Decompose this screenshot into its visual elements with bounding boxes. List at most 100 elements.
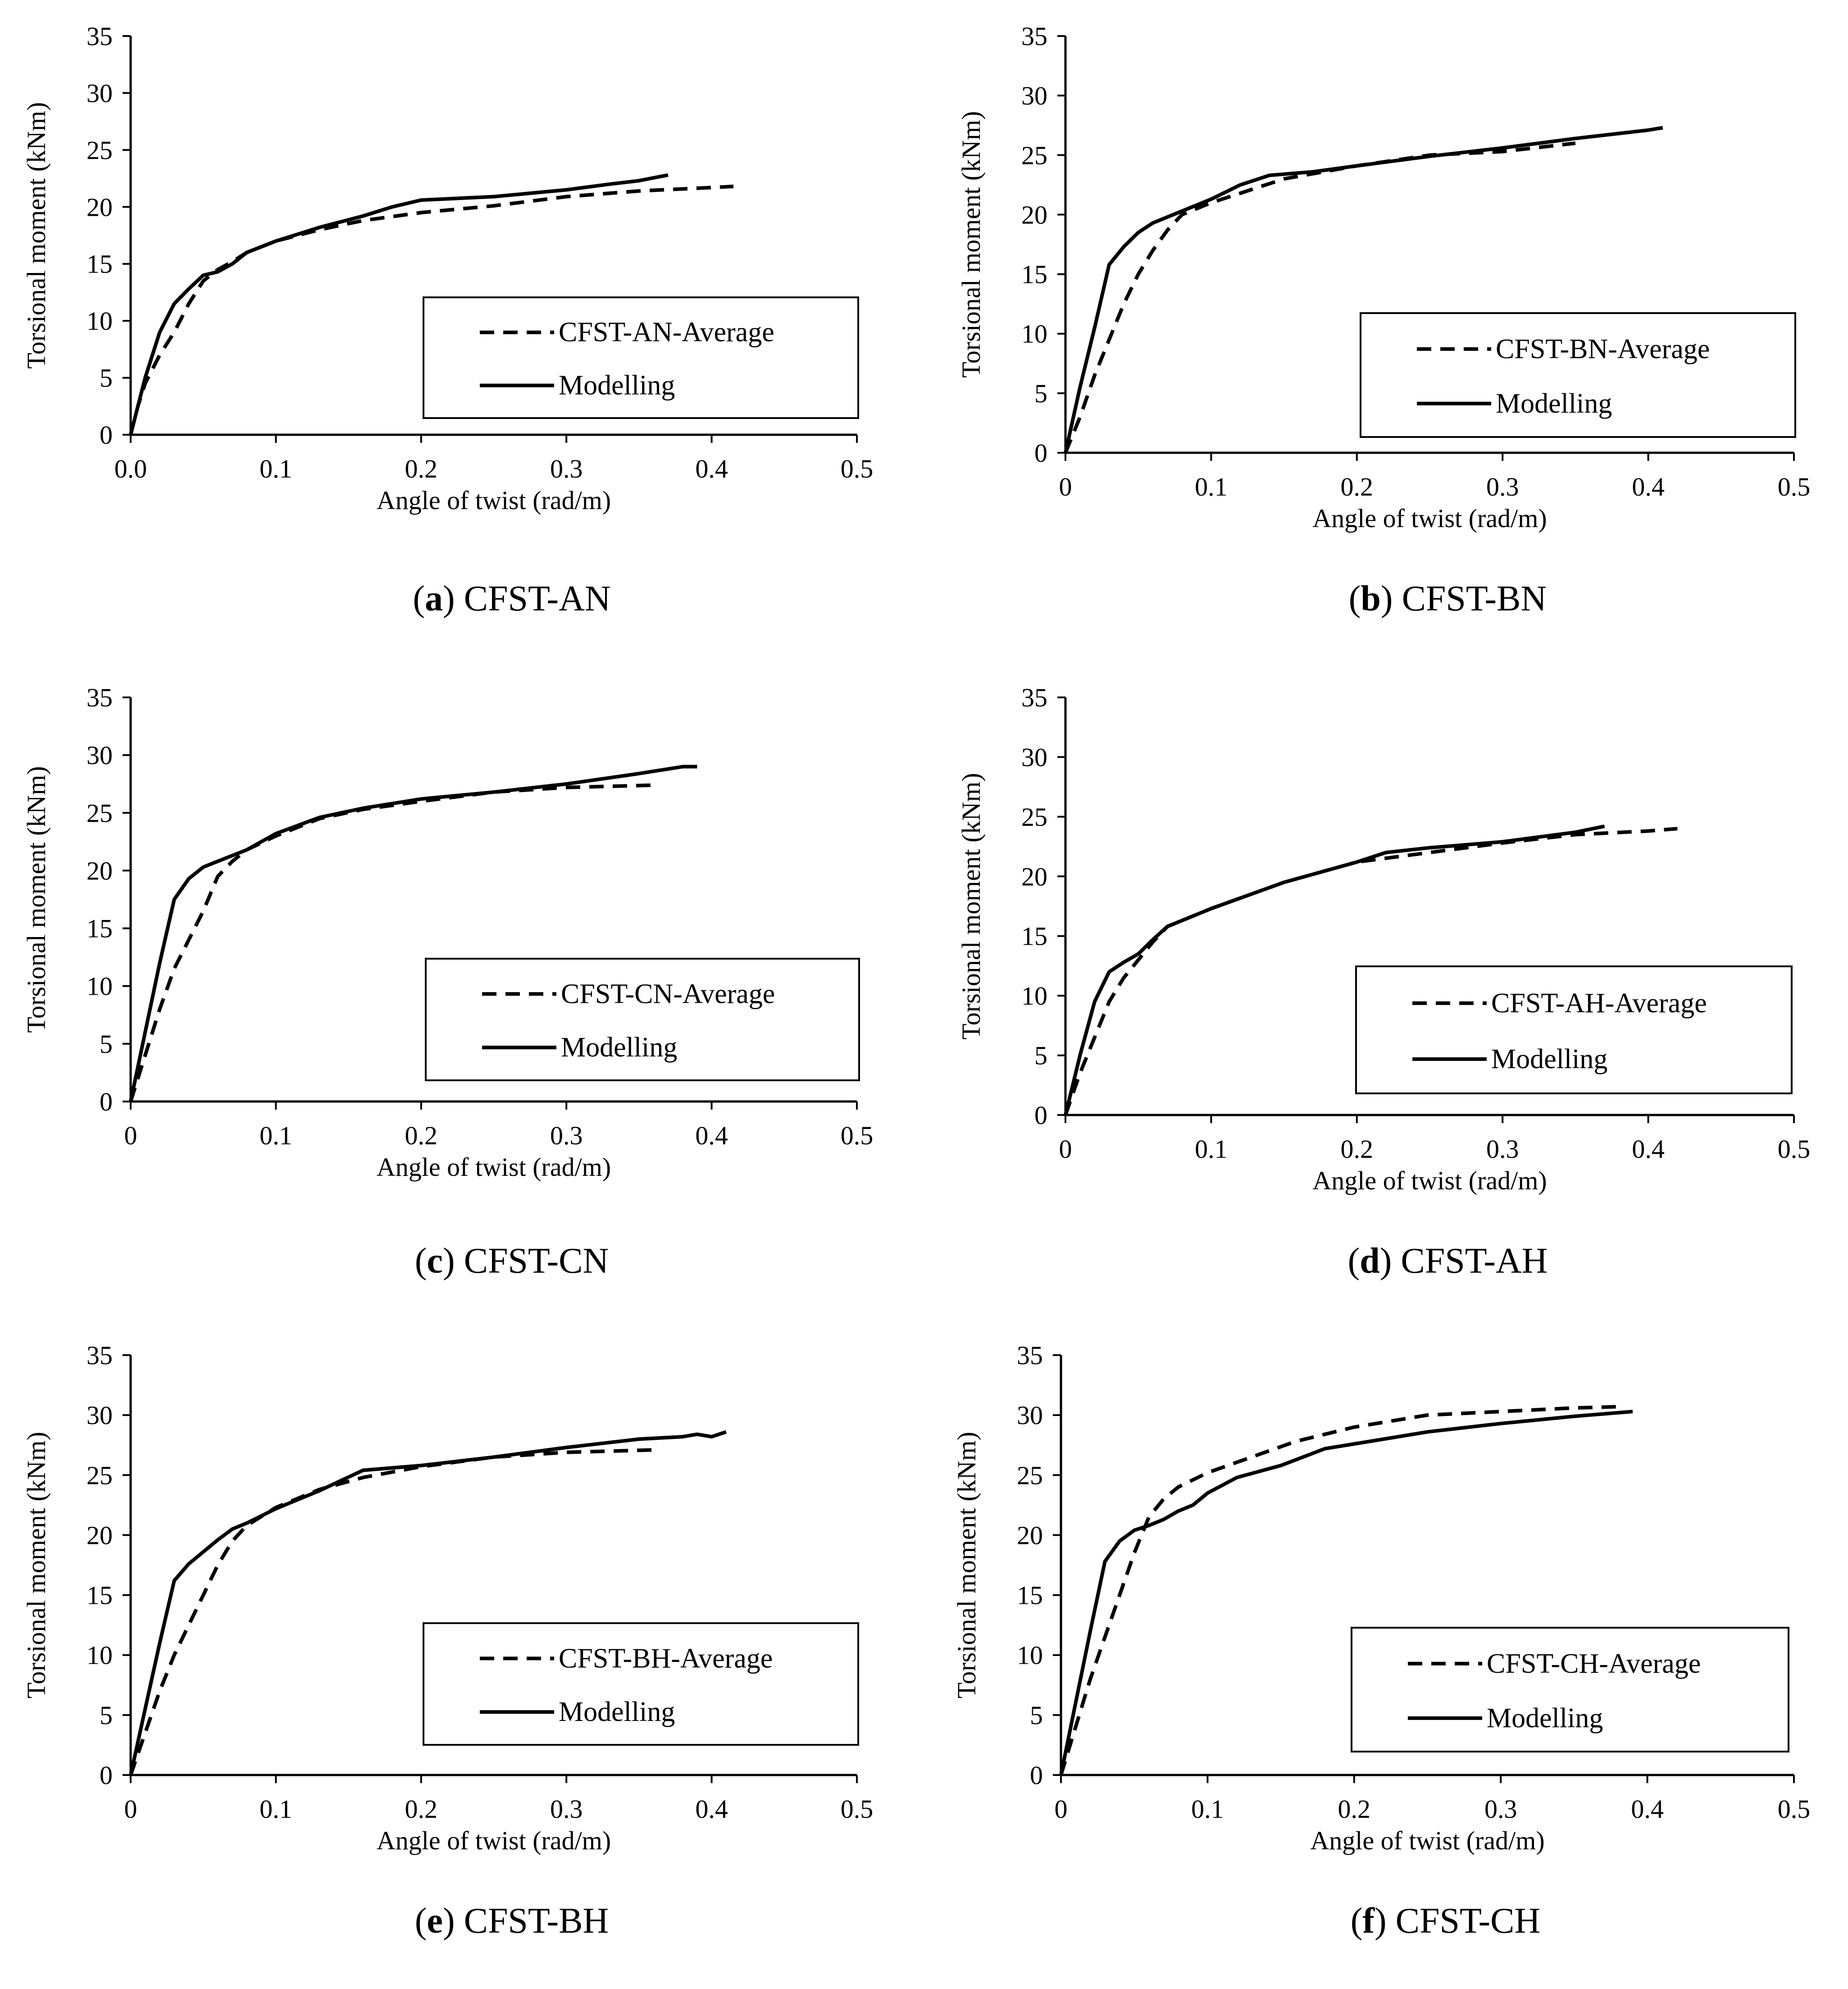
caption-paren-close: ) <box>443 1241 464 1281</box>
caption-letter: a <box>425 579 443 619</box>
caption-paren-open: ( <box>1348 1241 1360 1281</box>
y-tick-label: 5 <box>100 364 113 393</box>
x-tick-label: 0.5 <box>841 1794 874 1824</box>
y-tick-label: 5 <box>1034 379 1047 408</box>
caption-paren-close: ) <box>1375 1901 1396 1941</box>
caption-letter: b <box>1361 579 1381 619</box>
caption-paren-open: ( <box>415 1901 427 1941</box>
caption-paren-open: ( <box>1349 579 1361 619</box>
y-tick-label: 35 <box>1021 22 1047 51</box>
modelling-series-line <box>129 173 669 435</box>
panel-caption: (f) CFST-CH <box>1351 1901 1541 1941</box>
caption-name: CFST-CN <box>464 1241 609 1281</box>
y-tick-label: 20 <box>86 856 113 885</box>
y-tick-label: 0 <box>100 420 113 450</box>
legend-entry-label: CFST-CN-Average <box>561 979 775 1009</box>
chart-panel-b: 0 5 10 15 20 25 30 35 0 0.1 0.2 0.3 0.4 0.5 Angle of t… <box>956 22 1810 619</box>
legend-entry-label: Modelling <box>1496 388 1612 419</box>
average-series-line <box>1064 141 1576 454</box>
panel-caption: (b) CFST-BN <box>1349 579 1547 619</box>
x-tick-label: 0.4 <box>1632 1134 1665 1164</box>
legend-entry-label: CFST-BN-Average <box>1496 334 1710 364</box>
x-tick-label: 0.3 <box>1486 1134 1519 1164</box>
y-tick-label: 35 <box>1017 1341 1043 1370</box>
x-tick-label: 0.5 <box>1778 1794 1811 1824</box>
y-tick-label: 5 <box>100 1701 113 1730</box>
y-tick-label: 25 <box>86 798 113 828</box>
legend-box <box>425 958 860 1081</box>
y-tick-label: 30 <box>86 78 113 108</box>
caption-letter: c <box>427 1241 443 1281</box>
x-tick-label: 0 <box>1059 1134 1072 1164</box>
y-tick-label: 35 <box>86 22 113 51</box>
x-tick-label: 0.2 <box>1341 472 1374 501</box>
panel-caption: (c) CFST-CN <box>415 1241 609 1281</box>
caption-paren-open: ( <box>1351 1901 1363 1941</box>
y-tick-label: 25 <box>1017 1461 1043 1490</box>
y-tick-label: 0 <box>100 1087 113 1116</box>
y-tick-label: 10 <box>1021 981 1047 1010</box>
x-tick-label: 0 <box>1055 1794 1068 1824</box>
y-tick-label: 35 <box>1021 683 1047 712</box>
caption-paren-close: ) <box>1381 579 1402 619</box>
legend-entry-label: Modelling <box>1491 1044 1607 1074</box>
modelling-series-line <box>129 1430 727 1775</box>
panel-caption: (e) CFST-BH <box>415 1901 609 1941</box>
caption-paren-close: ) <box>443 1901 464 1941</box>
y-tick-label: 30 <box>86 741 113 770</box>
y-tick-label: 20 <box>1021 862 1047 891</box>
x-tick-label: 0.5 <box>1778 1134 1811 1164</box>
x-tick-label: 0.3 <box>550 1794 583 1824</box>
legend-entry-label: Modelling <box>559 1697 675 1727</box>
x-tick-label: 0.2 <box>405 454 438 483</box>
y-tick-label: 30 <box>1021 81 1047 110</box>
x-tick-label: 0.1 <box>1191 1794 1224 1824</box>
x-tick-label: 0.5 <box>841 454 874 483</box>
caption-paren-open: ( <box>415 1241 427 1281</box>
legend-box <box>1355 965 1793 1094</box>
caption-name: CFST-CH <box>1396 1901 1541 1941</box>
y-tick-label: 15 <box>1021 260 1047 289</box>
y-tick-label: 0 <box>1034 438 1047 468</box>
y-tick-label: 25 <box>86 136 113 165</box>
y-tick-label: 5 <box>100 1029 113 1059</box>
x-tick-label: 0.5 <box>1778 472 1811 501</box>
y-axis-title: Torsional moment (kNm) <box>22 102 51 369</box>
caption-letter: e <box>427 1901 443 1941</box>
y-tick-label: 15 <box>1021 922 1047 951</box>
x-tick-label: 0.1 <box>259 1794 292 1824</box>
legend: CFST-BH-Average Modelling <box>423 1622 859 1746</box>
legend: CFST-CN-Average Modelling <box>425 958 860 1081</box>
panel-caption: (a) CFST-AN <box>413 579 610 619</box>
x-tick-label: 0.4 <box>1632 472 1665 501</box>
legend: CFST-AN-Average Modelling <box>423 296 859 419</box>
legend-entry-label: Modelling <box>1487 1703 1603 1734</box>
x-axis-title: Angle of twist (rad/m) <box>1312 1166 1547 1195</box>
caption-name: CFST-BN <box>1402 579 1547 619</box>
y-tick-label: 20 <box>1021 200 1047 229</box>
legend-entry-label: CFST-AH-Average <box>1491 988 1707 1019</box>
y-tick-label: 15 <box>86 250 113 279</box>
x-axis-title: Angle of twist (rad/m) <box>1310 1826 1544 1855</box>
modelling-series-line <box>1064 126 1663 453</box>
modelling-series-line <box>1059 1410 1633 1775</box>
caption-name: CFST-BH <box>464 1901 609 1941</box>
legend: CFST-BN-Average Modelling <box>1360 312 1796 438</box>
x-axis-title: Angle of twist (rad/m) <box>377 1826 611 1855</box>
x-tick-label: 0.4 <box>695 454 728 483</box>
chart-panel-f: 0 5 10 15 20 25 30 35 0 0.1 0.2 0.3 0.4 0.5 Angle of t… <box>952 1341 1810 1941</box>
modelling-series-line <box>1064 824 1605 1115</box>
x-axis-title: Angle of twist (rad/m) <box>377 1152 611 1182</box>
legend: CFST-AH-Average Modelling <box>1355 965 1793 1094</box>
x-tick-label: 0 <box>124 1794 137 1824</box>
x-tick-label: 0.2 <box>405 1794 438 1824</box>
y-axis-title: Torsional moment (kNm) <box>22 1432 51 1698</box>
chart-panel-e: 0 5 10 15 20 25 30 35 0 0.1 0.2 0.3 0.4 0.5 Angle of t… <box>22 1341 873 1941</box>
y-axis-title: Torsional moment (kNm) <box>956 111 986 378</box>
y-tick-label: 5 <box>1034 1041 1047 1070</box>
y-tick-label: 30 <box>1021 742 1047 772</box>
caption-letter: f <box>1362 1901 1375 1941</box>
x-axis-title: Angle of twist (rad/m) <box>377 486 611 515</box>
y-axis-title: Torsional moment (kNm) <box>22 766 51 1033</box>
legend-entry-label: Modelling <box>561 1032 677 1063</box>
